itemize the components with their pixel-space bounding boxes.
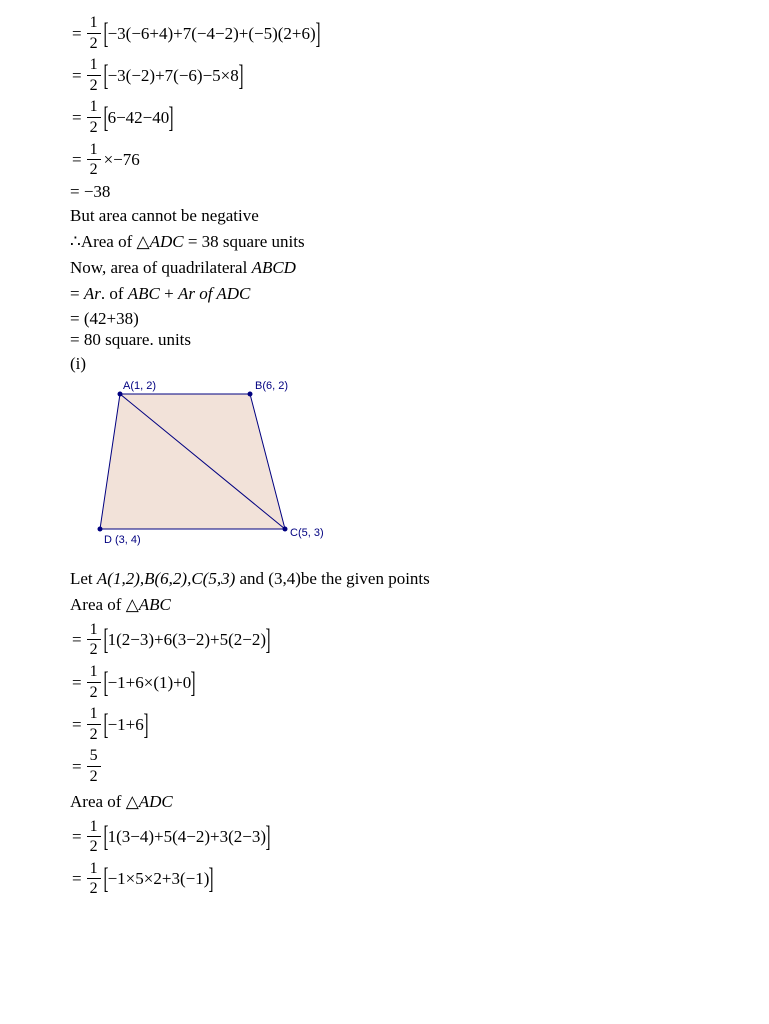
- fraction-half: 1 2: [87, 14, 101, 52]
- fraction-half: 1 2: [87, 141, 101, 179]
- fraction-half: 1 2: [87, 860, 101, 898]
- fraction-half: 1 2: [87, 663, 101, 701]
- text-let-points: Let A(1,2),B(6,2),C(5,3) and (3,4)be the…: [70, 569, 699, 589]
- left-bracket: [: [103, 26, 108, 41]
- point-b: [248, 391, 253, 396]
- equation-11: = 1 2 [ 1(3−4)+5(4−2)+3(2−3) ]: [70, 818, 699, 856]
- point-a: [118, 391, 123, 396]
- text-area-adc2: Area of △ADC: [70, 792, 699, 812]
- label-d: D (3, 4): [104, 534, 141, 546]
- label-b: B(6, 2): [255, 380, 288, 392]
- text-ar-sum: = Ar. of ABC + Ar of ADC: [70, 284, 699, 304]
- fraction-half: 1 2: [87, 56, 101, 94]
- equation-8: = 1 2 [ 1(2−3)+6(3−2)+5(2−2) ]: [70, 621, 699, 659]
- fraction-half: 1 2: [87, 705, 101, 743]
- eq-sign: =: [72, 25, 82, 42]
- fraction-half: 1 2: [87, 818, 101, 856]
- fraction-5-2: 5 2: [87, 747, 101, 785]
- fraction-half: 1 2: [87, 98, 101, 136]
- text-negative-area: But area cannot be negative: [70, 206, 699, 226]
- equation-3: = 1 2 [ 6−42−40 ]: [70, 98, 699, 136]
- point-d: [98, 526, 103, 531]
- part-label: (i): [70, 354, 699, 374]
- equation-4: = 1 2 ×−76: [70, 141, 699, 179]
- label-c: C(5, 3): [290, 527, 324, 539]
- equation-5: = −38: [70, 183, 699, 200]
- equation-1: = 1 2 [ −3(−6+4)+7(−4−2)+(−5)(2+6) ]: [70, 14, 699, 52]
- equation-5over2: = 5 2: [70, 747, 699, 785]
- equation-9: = 1 2 [ −1+6×(1)+0 ]: [70, 663, 699, 701]
- polygon-abcd: [100, 394, 285, 529]
- equation-7: = 80 square. units: [70, 331, 699, 348]
- text-area-quad: Now, area of quadrilateral ABCD: [70, 258, 699, 278]
- equation-12: = 1 2 [ −1×5×2+3(−1) ]: [70, 860, 699, 898]
- quadrilateral-figure: A(1, 2) B(6, 2) C(5, 3) D (3, 4): [90, 384, 330, 559]
- right-bracket: ]: [315, 26, 320, 41]
- equation-2: = 1 2 [ −3(−2)+7(−6)−5×8 ]: [70, 56, 699, 94]
- equation-6: = (42+38): [70, 310, 699, 327]
- text-area-adc: ∴Area of △ADC = 38 square units: [70, 232, 699, 252]
- label-a: A(1, 2): [123, 380, 156, 392]
- eq1-content: −3(−6+4)+7(−4−2)+(−5)(2+6): [108, 25, 316, 42]
- text-area-abc: Area of △ABC: [70, 595, 699, 615]
- fraction-half: 1 2: [87, 621, 101, 659]
- equation-10: = 1 2 [ −1+6 ]: [70, 705, 699, 743]
- point-c: [283, 526, 288, 531]
